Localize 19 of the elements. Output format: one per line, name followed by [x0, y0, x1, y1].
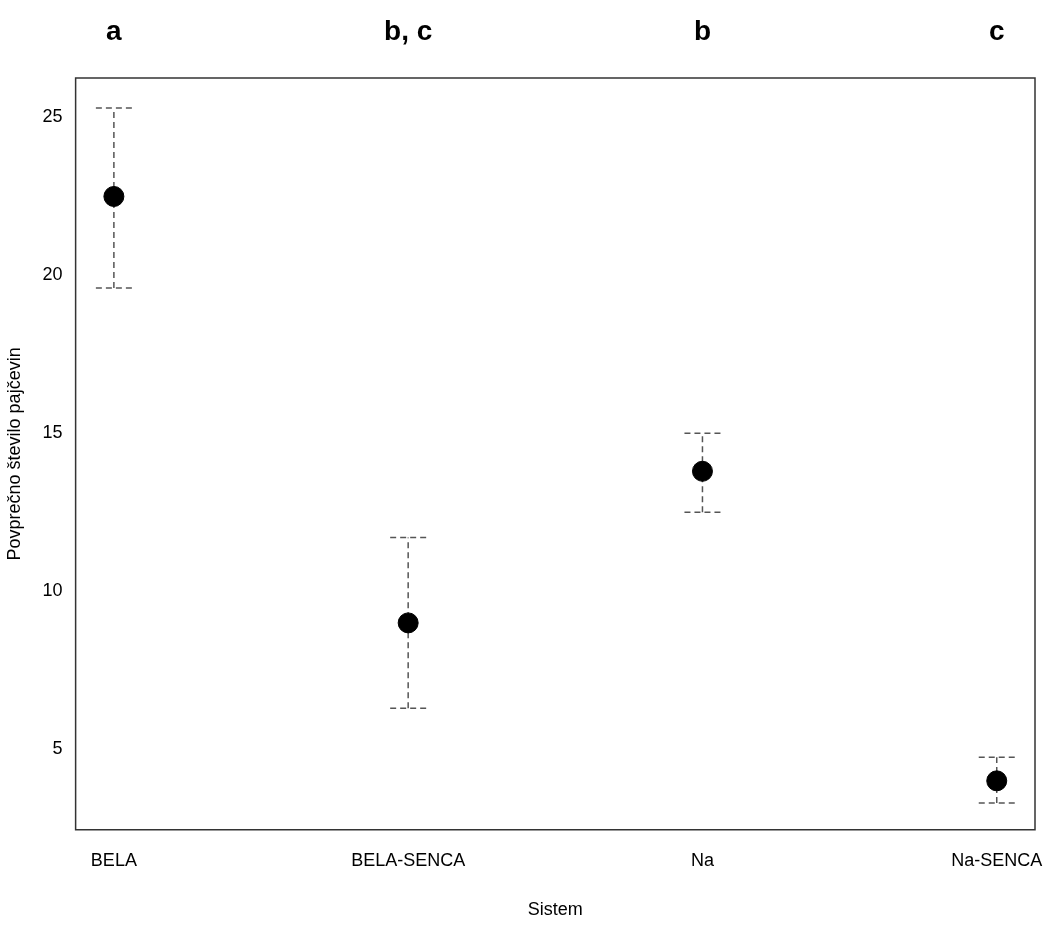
x-tick-label: BELA-SENCA [351, 849, 466, 870]
x-axis-title: Sistem [527, 899, 583, 920]
x-tick-label: BELA [90, 849, 137, 870]
point [691, 460, 713, 482]
point [986, 770, 1008, 792]
y-tick-label: 15 [42, 422, 63, 443]
text: a [106, 14, 123, 46]
y-tick-label: 5 [52, 738, 63, 759]
x-tick-label: Na-SENCA [951, 849, 1043, 870]
y-axis-title: Povprečno število pajčevin [3, 347, 24, 561]
text: c [988, 14, 1005, 46]
point [103, 185, 125, 207]
point [397, 612, 419, 634]
text: b [693, 14, 712, 46]
y-tick-label: 20 [42, 264, 63, 285]
y-tick-label: 10 [42, 580, 63, 601]
x-tick-label: Na [690, 849, 715, 870]
text: b, c [384, 14, 433, 46]
y-tick-label: 25 [42, 106, 63, 127]
